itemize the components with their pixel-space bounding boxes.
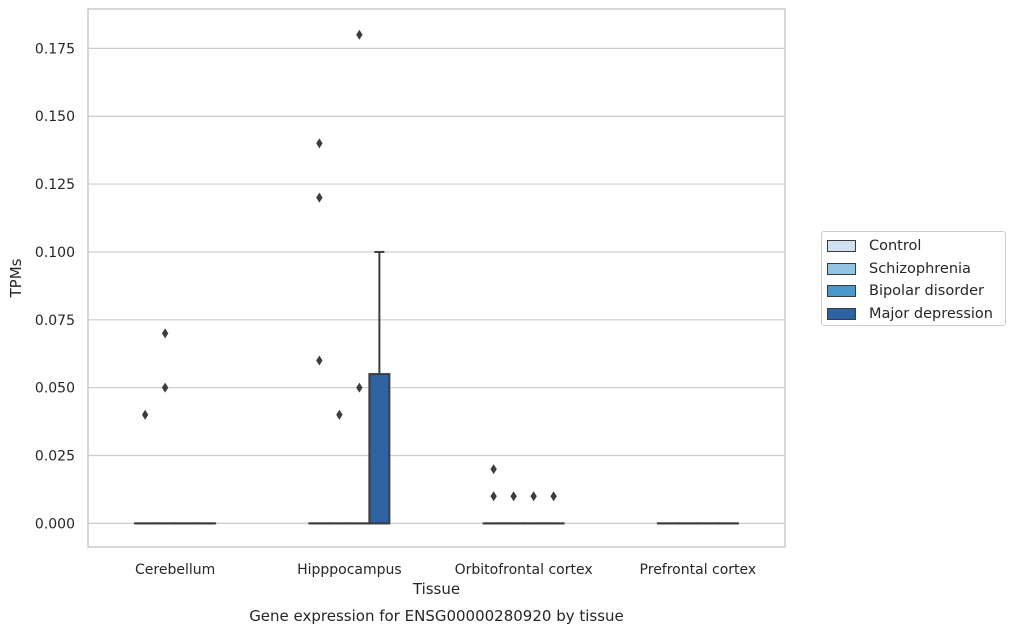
outlier-point [490,464,497,475]
y-tick-label: 0.050 [35,381,75,397]
outlier-point [141,409,149,420]
x-tick-label: Cerebellum [135,562,215,578]
legend-item: Major depression [827,303,1005,326]
box-group [328,409,351,525]
x-axis-label: Tissue [412,580,460,598]
chart-caption: Gene expression for ENSG00000280920 by t… [249,607,624,625]
x-tick-label: Orbitofrontal cortex [455,562,593,578]
y-tick-label: 0.150 [35,109,75,125]
y-tick-label: 0.000 [35,516,75,532]
plot-area-frame [87,8,786,548]
legend-label: Bipolar disorder [869,283,984,300]
outlier-point [530,491,537,502]
box-group [542,491,565,525]
y-tick-label: 0.125 [35,177,75,193]
outlier-point [550,491,557,502]
box-group [368,250,391,525]
box-group [348,29,371,525]
legend-item: Bipolar disorder [827,280,1005,303]
y-tick-label: 0.175 [35,41,75,57]
legend-swatch [827,262,856,275]
outlier-point [316,138,323,149]
box-group [308,138,331,525]
y-tick-label: 0.100 [35,245,75,261]
y-tick-label: 0.025 [35,449,75,465]
box-group [134,409,157,525]
outlier-point [316,192,323,203]
legend-label: Schizophrenia [869,260,971,277]
legend-label: Major depression [869,305,993,322]
outlier-point [161,328,169,339]
outlier-point [490,491,497,502]
grid-lines [88,47,785,524]
box-marks [134,29,739,525]
legend-swatch [827,240,856,253]
y-tick-labels: 0.000 0.025 0.050 0.075 0.100 0.125 0.150 0.175 [35,41,75,532]
y-tick-label: 0.075 [35,313,75,329]
outlier-point [316,355,323,366]
box-group [482,464,505,525]
legend: Control Schizophrenia Bipolar disorder Majo… [821,231,1006,326]
box-group [522,491,545,525]
box [368,373,391,525]
box-group [502,491,525,525]
outlier-point [161,382,169,393]
outlier-point [356,29,363,40]
legend-item: Control [827,235,1005,258]
box-group [154,328,177,525]
legend-label: Control [869,238,922,255]
x-tick-label: Hipppocampus [297,562,402,578]
legend-item: Schizophrenia [827,258,1005,281]
x-tick-labels: Cerebellum Hipppocampus Orbitofrontal cort… [135,562,756,578]
legend-swatch [827,285,856,298]
outlier-point [510,491,517,502]
outlier-point [336,409,343,420]
x-tick-label: Prefrontal cortex [640,562,757,578]
legend-swatch [827,307,856,320]
y-axis-label: TPMs [7,258,25,298]
outlier-point [356,382,363,393]
